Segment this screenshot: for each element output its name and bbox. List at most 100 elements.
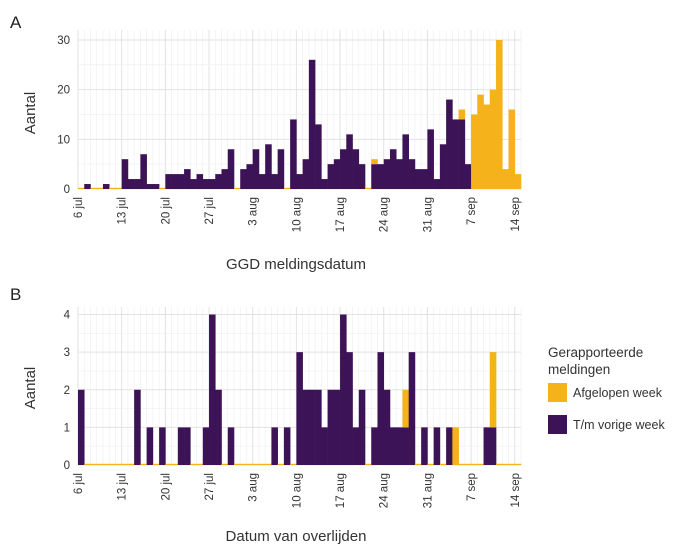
bar-vorige-week [358,389,366,465]
bar-vorige-week [371,427,378,465]
bar-zero-baseline [233,463,241,465]
bar-zero-baseline [196,463,204,465]
bar-vorige-week [246,164,254,189]
bar-vorige-week [283,427,291,465]
bar-vorige-week [427,129,434,189]
bar-vorige-week [333,159,341,189]
bar-afgelopen-week [402,389,409,428]
bar-afgelopen-week [458,109,466,120]
bar-zero-baseline [508,463,516,465]
x-tick-label: 24 aug [379,197,391,232]
bar-vorige-week [171,174,179,189]
bar-zero-baseline [277,463,285,465]
bar-zero-baseline [252,463,260,465]
x-tick-label: 31 aug [422,473,434,508]
bar-vorige-week [321,179,328,189]
bar-vorige-week [458,119,466,189]
panel-a-x-axis-label: GGD meldingsdatum [226,256,366,273]
bar-vorige-week [296,352,303,465]
x-tick-label: 7 sep [466,473,478,501]
bar-afgelopen-week [489,352,497,428]
bar-vorige-week [421,169,428,189]
bar-vorige-week [252,149,260,189]
bar-zero-baseline [121,463,129,465]
bar-afgelopen-week [477,94,484,189]
panel-b: B 0 1 2 3 4 6 jul 13 jul 20 jul 27 jul 3 aug 10 a… [10,285,522,545]
bar-zero-baseline [439,463,447,465]
bar-zero-baseline [514,463,522,465]
x-tick-label: 31 aug [422,197,434,232]
y-tick-label: 10 [57,134,70,146]
bar-zero-baseline [496,463,503,465]
legend-label-afgelopen-week: Afgelopen week [573,386,663,400]
bar-vorige-week [184,427,191,465]
legend-swatch-vorige-week [548,415,567,434]
bar-vorige-week [414,169,422,189]
panel-b-letter: B [10,285,21,304]
bar-vorige-week [352,427,360,465]
bar-zero-baseline [365,187,372,189]
bar-zero-baseline [78,187,85,189]
y-tick-label: 0 [64,184,70,196]
bar-vorige-week [421,427,428,465]
y-tick-label: 30 [57,35,70,47]
bar-vorige-week [121,159,129,189]
legend-swatch-afgelopen-week [548,383,567,402]
panel-a-x-ticks: 6 jul 13 jul 20 jul 27 jul 3 aug 10 aug 17 aug… [73,197,522,232]
bar-vorige-week [146,427,154,465]
bar-zero-baseline [109,187,116,189]
bar-vorige-week [446,99,453,189]
bar-vorige-week [489,427,497,465]
bar-vorige-week [190,179,197,189]
bar-vorige-week [152,184,160,189]
bar-vorige-week [346,134,353,189]
bar-vorige-week [221,169,229,189]
bar-vorige-week [271,174,278,189]
x-tick-label: 24 aug [379,473,391,508]
bar-vorige-week [265,144,272,189]
bar-vorige-week [346,352,353,465]
bar-zero-baseline [115,463,122,465]
bar-vorige-week [202,427,210,465]
panel-a-letter: A [10,13,22,32]
bar-zero-baseline [246,463,254,465]
panel-b-y-axis-label: Aantal [22,367,39,410]
bar-vorige-week [140,154,147,189]
bar-vorige-week [227,149,235,189]
bar-vorige-week [352,149,360,189]
bar-vorige-week [102,184,110,189]
y-tick-label: 20 [57,85,70,97]
bar-vorige-week [340,314,347,465]
bar-vorige-week [327,164,335,189]
bar-vorige-week [315,389,322,465]
bar-zero-baseline [258,463,266,465]
panel-a-y-ticks: 0 10 20 30 [57,35,70,196]
bar-vorige-week [196,174,204,189]
legend-label-vorige-week: T/m vorige week [573,418,665,432]
bar-zero-baseline [165,463,172,465]
bar-afgelopen-week [489,89,497,189]
x-tick-label: 10 aug [291,197,303,232]
bar-vorige-week [446,427,453,465]
bar-zero-baseline [90,463,98,465]
y-tick-label: 0 [64,460,70,472]
bar-zero-baseline [190,463,197,465]
bar-vorige-week [78,389,85,465]
bar-vorige-week [383,389,391,465]
bar-zero-baseline [152,463,160,465]
bar-zero-baseline [102,463,110,465]
bar-zero-baseline [127,463,135,465]
bar-vorige-week [215,389,222,465]
x-tick-label: 14 sep [510,197,522,232]
bar-vorige-week [159,427,166,465]
x-tick-label: 6 jul [73,473,85,494]
bar-vorige-week [165,174,172,189]
bar-zero-baseline [502,463,509,465]
bar-vorige-week [209,179,216,189]
bar-vorige-week [271,427,278,465]
bar-zero-baseline [458,463,466,465]
bar-zero-baseline [365,463,372,465]
bar-vorige-week [464,164,472,189]
bar-afgelopen-week [514,174,522,189]
bar-zero-baseline [109,463,116,465]
